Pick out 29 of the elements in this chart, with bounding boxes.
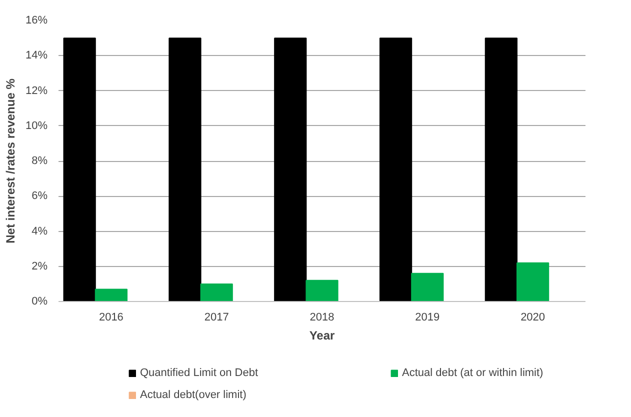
bar bbox=[274, 38, 307, 302]
y-tick-label: 6% bbox=[32, 190, 48, 202]
y-tick-label: 8% bbox=[32, 155, 48, 167]
legend-label: Actual debt (at or within limit) bbox=[402, 367, 544, 379]
bar bbox=[379, 38, 412, 302]
legend-label: Quantified Limit on Debt bbox=[140, 367, 260, 379]
y-tick-label: 10% bbox=[25, 120, 48, 132]
y-axis-title: Net interest /rates revenue % bbox=[3, 78, 18, 244]
bar bbox=[411, 272, 444, 302]
y-tick-label: 0% bbox=[32, 296, 48, 308]
bar bbox=[94, 288, 128, 302]
bar bbox=[306, 280, 338, 302]
x-tick-label: 2018 bbox=[310, 312, 334, 324]
x-axis-title: Year bbox=[309, 328, 336, 342]
bar bbox=[200, 283, 233, 302]
x-tick-label: 2016 bbox=[98, 312, 124, 324]
bar bbox=[484, 38, 518, 302]
y-tick-label: 2% bbox=[32, 260, 48, 272]
y-tick-label: 16% bbox=[25, 14, 48, 26]
bar bbox=[516, 262, 550, 302]
legend-label: Actual debt(over limit) bbox=[140, 389, 248, 401]
bar bbox=[63, 38, 96, 302]
x-tick-label: 2020 bbox=[520, 312, 546, 324]
y-tick-label: 4% bbox=[32, 225, 48, 238]
y-tick-label: 14% bbox=[25, 50, 48, 62]
x-tick-label: 2019 bbox=[415, 312, 440, 324]
bar bbox=[168, 38, 202, 302]
y-tick-label: 12% bbox=[25, 84, 48, 97]
x-tick-label: 2017 bbox=[204, 312, 229, 324]
